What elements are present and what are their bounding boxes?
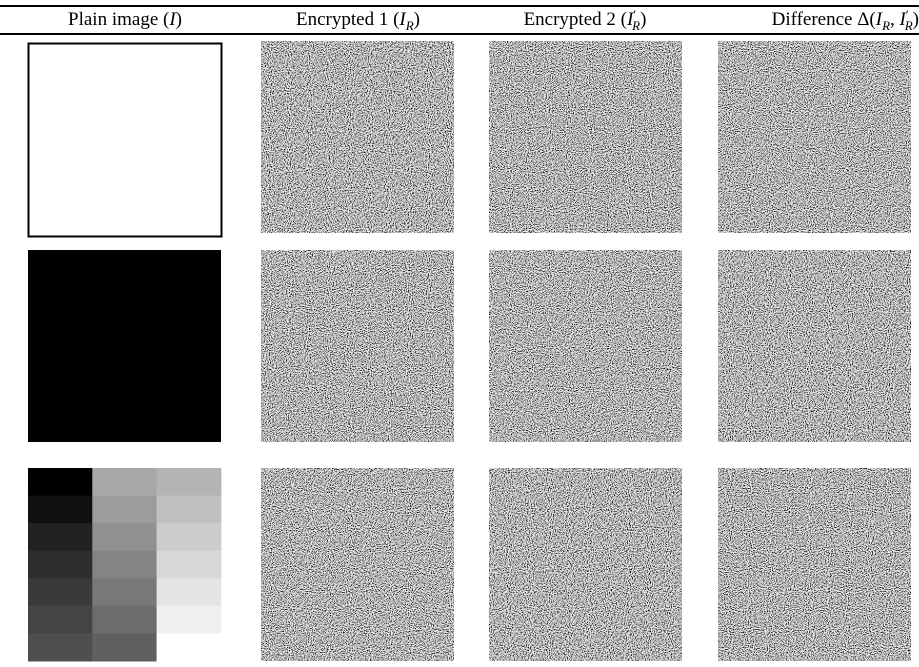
gray-cell	[28, 633, 93, 661]
plain-white-image	[29, 44, 222, 237]
plain-black-image	[28, 250, 221, 442]
gray-cell	[92, 496, 157, 524]
gray-cell	[157, 523, 222, 551]
gray-cell	[92, 468, 157, 496]
plain-gray-ramp-image	[28, 468, 221, 662]
gray-cell	[28, 496, 93, 524]
encrypted-image	[489, 468, 682, 661]
encrypted-image	[261, 250, 454, 442]
gray-cell	[157, 496, 222, 524]
gray-cell	[157, 578, 222, 606]
encrypted-image	[261, 468, 454, 661]
gray-cell	[92, 633, 157, 661]
encrypted-image	[489, 250, 682, 442]
gray-cell	[157, 633, 222, 661]
gray-cell	[28, 578, 93, 606]
difference-image	[718, 468, 911, 661]
gray-cell	[157, 551, 222, 579]
gray-cell	[28, 606, 93, 634]
encrypted-image	[261, 41, 454, 233]
difference-image	[718, 41, 911, 233]
gray-cell	[28, 468, 93, 496]
image-grid	[0, 0, 919, 667]
gray-cell	[92, 523, 157, 551]
gray-cell	[92, 551, 157, 579]
encrypted-image	[489, 41, 682, 233]
difference-image	[718, 250, 911, 442]
gray-cell	[28, 523, 93, 551]
gray-cell	[28, 551, 93, 579]
gray-cell	[157, 606, 222, 634]
gray-cell	[92, 606, 157, 634]
page: Plain image (I) Encrypted 1 (IR) Encrypt…	[0, 0, 919, 667]
gray-cell	[92, 578, 157, 606]
gray-cell	[157, 468, 222, 496]
